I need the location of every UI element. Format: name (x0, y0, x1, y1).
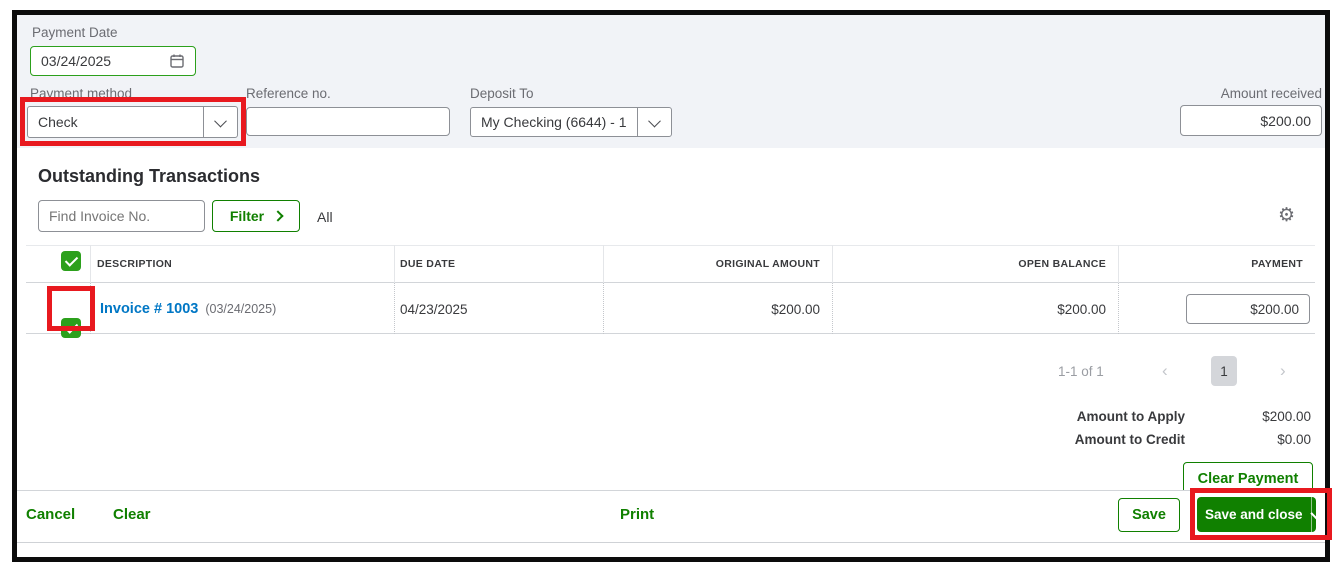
clear-button[interactable]: Clear (113, 506, 151, 523)
pagination-page-button[interactable]: 1 (1211, 356, 1237, 386)
column-divider (394, 245, 395, 283)
column-header-open-balance: OPEN BALANCE (1018, 258, 1106, 270)
column-header-description: DESCRIPTION (97, 258, 173, 270)
column-divider (603, 283, 604, 334)
column-divider (1118, 283, 1119, 334)
save-button[interactable]: Save (1118, 498, 1180, 532)
deposit-to-chevron-button[interactable] (637, 108, 671, 136)
table-header-row (26, 245, 1315, 283)
chevron-down-icon (1309, 507, 1322, 519)
reference-no-field[interactable] (246, 107, 450, 136)
column-header-original-amount: ORIGINAL AMOUNT (715, 258, 820, 270)
column-divider (832, 245, 833, 283)
column-divider (394, 283, 395, 334)
column-divider (603, 245, 604, 283)
find-invoice-field[interactable] (38, 200, 205, 232)
invoice-date-note: (03/24/2025) (205, 302, 277, 316)
pagination-next-icon[interactable]: › (1280, 361, 1286, 380)
save-and-close-label: Save and close (1205, 507, 1303, 522)
print-button[interactable]: Print (620, 506, 655, 523)
amount-to-apply-value: $200.00 (1262, 409, 1311, 424)
column-divider (1118, 245, 1119, 283)
due-date-cell: 04/23/2025 (400, 302, 468, 317)
save-and-close-button[interactable]: Save and close (1197, 497, 1322, 532)
calendar-icon (169, 53, 185, 69)
pagination-prev-icon[interactable]: ‹ (1162, 361, 1168, 380)
amount-received-input[interactable] (1191, 112, 1311, 129)
payment-amount-field[interactable] (1186, 294, 1310, 324)
column-divider (832, 283, 833, 334)
amount-to-credit-value: $0.00 (1277, 432, 1311, 447)
payment-method-dropdown[interactable]: Check (27, 106, 238, 138)
payment-date-field[interactable] (30, 46, 196, 76)
deposit-to-dropdown[interactable]: My Checking (6644) - 1 (470, 107, 672, 137)
column-header-due-date: DUE DATE (400, 258, 456, 270)
cancel-button[interactable]: Cancel (26, 506, 76, 523)
payment-date-label: Payment Date (32, 25, 118, 40)
gear-icon[interactable]: ⚙ (1278, 204, 1296, 226)
filter-button[interactable]: Filter (212, 200, 300, 232)
column-divider (90, 283, 91, 334)
reference-no-label: Reference no. (246, 86, 331, 101)
outstanding-transactions-title: Outstanding Transactions (38, 166, 261, 186)
chevron-right-icon (272, 210, 284, 222)
invoice-description-cell: Invoice # 1003 (03/24/2025) (100, 301, 276, 317)
amount-to-apply-label: Amount to Apply (1076, 409, 1185, 424)
payment-amount-input[interactable] (1197, 301, 1299, 317)
amount-received-label: Amount received (1220, 86, 1322, 101)
select-all-checkbox[interactable] (61, 251, 81, 271)
table-row (26, 283, 1315, 334)
payment-method-label: Payment method (30, 86, 133, 101)
payment-date-input[interactable] (41, 53, 151, 69)
footer-bar: Cancel Clear Print Save Save and close (17, 490, 1325, 543)
filter-scope-text: All (317, 209, 333, 225)
pagination-range: 1-1 of 1 (1058, 364, 1104, 379)
deposit-to-value: My Checking (6644) - 1 (481, 114, 627, 130)
row-checkbox[interactable] (61, 318, 81, 338)
invoice-link[interactable]: Invoice # 1003 (100, 301, 199, 317)
amount-received-field[interactable] (1180, 105, 1322, 136)
open-balance-cell: $200.00 (1057, 302, 1106, 317)
payment-method-value: Check (38, 114, 78, 130)
chevron-down-icon (214, 114, 227, 127)
original-amount-cell: $200.00 (771, 302, 820, 317)
find-invoice-input[interactable] (49, 208, 194, 224)
column-divider (90, 245, 91, 283)
filter-button-label: Filter (229, 208, 265, 224)
amount-to-credit-label: Amount to Credit (1074, 432, 1185, 447)
reference-no-input[interactable] (257, 113, 439, 130)
chevron-down-icon (648, 114, 661, 127)
save-and-close-dropdown-button[interactable] (1309, 497, 1322, 532)
column-header-payment: PAYMENT (1251, 258, 1303, 270)
payment-method-chevron-button[interactable] (203, 107, 237, 137)
deposit-to-label: Deposit To (470, 86, 534, 101)
